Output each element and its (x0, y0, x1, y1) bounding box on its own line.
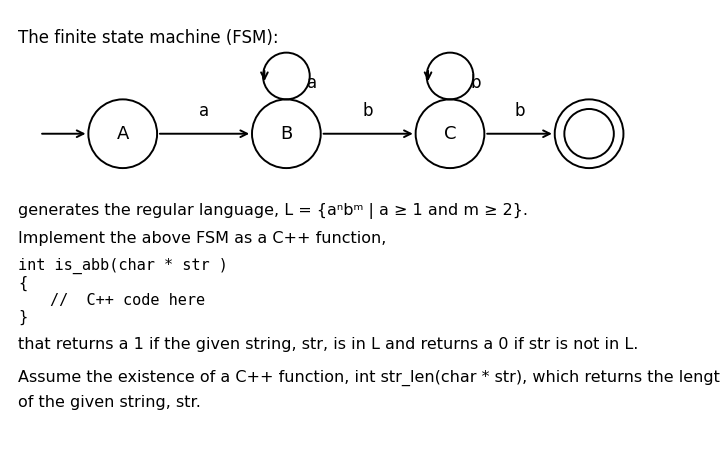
Text: a: a (199, 102, 210, 120)
Text: b: b (514, 102, 525, 120)
Text: Implement the above FSM as a C++ function,: Implement the above FSM as a C++ functio… (18, 232, 387, 246)
Text: B: B (280, 125, 292, 143)
Text: generates the regular language, L = {aⁿbᵐ | a ≥ 1 and m ≥ 2}.: generates the regular language, L = {aⁿb… (18, 203, 528, 219)
Text: //  C++ code here: // C++ code here (50, 293, 205, 307)
Text: b: b (471, 74, 482, 92)
Text: C: C (444, 125, 456, 143)
Text: b: b (363, 102, 374, 120)
Text: a: a (307, 74, 318, 92)
Text: int is_abb(char * str ): int is_abb(char * str ) (18, 258, 228, 274)
Text: Assume the existence of a C++ function, int str_len(char * str), which returns t: Assume the existence of a C++ function, … (18, 370, 720, 386)
Text: {: { (18, 275, 27, 291)
Text: of the given string, str.: of the given string, str. (18, 395, 201, 411)
Text: }: } (18, 309, 27, 325)
Text: The finite state machine (FSM):: The finite state machine (FSM): (18, 29, 279, 47)
Text: that returns a 1 if the given string, str, is in L and returns a 0 if str is not: that returns a 1 if the given string, st… (18, 337, 639, 351)
Text: A: A (117, 125, 129, 143)
